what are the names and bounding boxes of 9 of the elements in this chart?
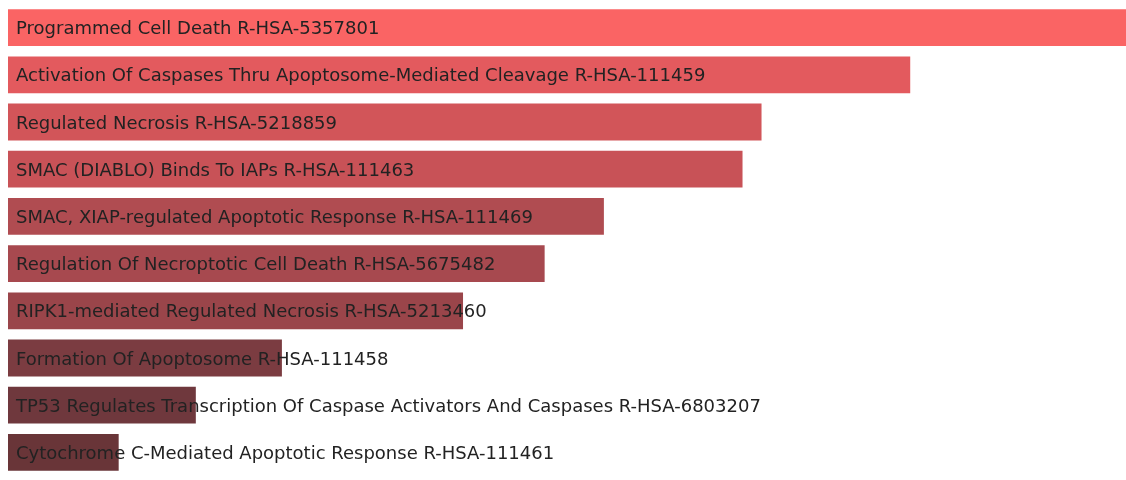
bar (8, 9, 1126, 47)
bar (8, 150, 743, 188)
y-tick-label: Programmed Cell Death R-HSA-5357801 (16, 17, 380, 39)
y-tick-label: Activation Of Caspases Thru Apoptosome-Mediated Cleavage R-HSA-111459 (16, 64, 706, 86)
bar (8, 103, 762, 141)
y-tick-label: SMAC (DIABLO) Binds To IAPs R-HSA-111463 (16, 158, 415, 180)
y-tick-label: Regulation Of Necroptotic Cell Death R-HSA-5675482 (16, 253, 496, 275)
y-tick-label: SMAC, XIAP-regulated Apoptotic Response R-HSA-111469 (16, 205, 533, 227)
y-tick-label: Regulated Necrosis R-HSA-5218859 (16, 111, 337, 133)
